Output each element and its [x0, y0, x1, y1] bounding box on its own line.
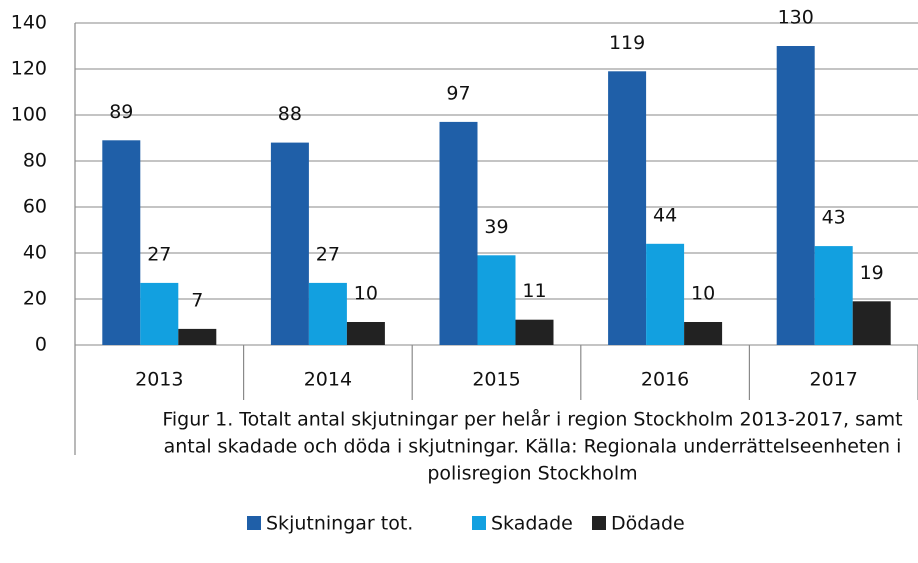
bar — [439, 121, 478, 346]
data-label: 97 — [446, 82, 470, 104]
bar — [684, 322, 723, 345]
data-label: 10 — [354, 283, 378, 305]
y-tick-label: 0 — [35, 334, 47, 356]
bar — [270, 142, 309, 345]
legend-swatch — [472, 516, 486, 530]
data-label: 27 — [147, 243, 171, 265]
bar — [102, 140, 141, 345]
data-label: 119 — [609, 32, 645, 54]
bar — [814, 246, 853, 345]
data-label: 7 — [191, 289, 203, 311]
caption: Figur 1. Totalt antal skjutningar per he… — [162, 408, 902, 431]
data-label: 89 — [109, 101, 133, 123]
legend-swatch — [247, 516, 261, 530]
bar — [477, 255, 516, 345]
caption: antal skadade och döda i skjutningar. Kä… — [164, 436, 902, 458]
data-label: 27 — [316, 243, 340, 265]
y-tick-label: 20 — [23, 288, 47, 310]
x-tick-label: 2016 — [641, 369, 689, 391]
x-tick-label: 2013 — [135, 369, 183, 391]
data-label: 19 — [860, 262, 884, 284]
data-label: 11 — [522, 280, 546, 302]
bar — [178, 328, 217, 345]
y-tick-label: 140 — [11, 12, 47, 34]
data-label: 39 — [484, 216, 508, 238]
y-tick-label: 60 — [23, 196, 47, 218]
data-label: 88 — [278, 103, 302, 125]
legend-label: Dödade — [611, 513, 685, 535]
bar — [852, 301, 891, 345]
bar — [140, 282, 179, 345]
y-tick-label: 120 — [11, 58, 47, 80]
bar — [608, 71, 647, 346]
y-tick-label: 40 — [23, 242, 47, 264]
y-tick-label: 100 — [11, 104, 47, 126]
x-tick-label: 2017 — [810, 369, 858, 391]
bar — [646, 243, 685, 345]
data-label: 10 — [691, 283, 715, 305]
x-tick-label: 2014 — [304, 369, 352, 391]
data-label: 130 — [778, 7, 814, 29]
data-label: 44 — [653, 204, 677, 226]
data-label: 43 — [822, 207, 846, 229]
bar — [515, 319, 554, 345]
bar — [308, 282, 347, 345]
bar — [346, 322, 385, 345]
caption: polisregion Stockholm — [427, 463, 637, 485]
legend-swatch — [592, 516, 606, 530]
legend-label: Skadade — [491, 513, 573, 535]
bar — [776, 46, 815, 345]
x-tick-label: 2015 — [472, 369, 520, 391]
legend-label: Skjutningar tot. — [266, 513, 413, 535]
y-tick-label: 80 — [23, 150, 47, 172]
